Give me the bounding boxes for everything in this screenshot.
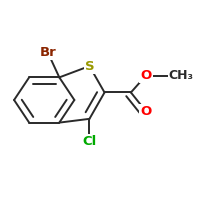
Text: Br: Br xyxy=(40,46,56,59)
Text: O: O xyxy=(140,105,152,118)
Text: O: O xyxy=(140,69,152,82)
Text: Cl: Cl xyxy=(82,135,97,148)
Text: CH₃: CH₃ xyxy=(169,69,194,82)
Text: S: S xyxy=(85,60,94,73)
